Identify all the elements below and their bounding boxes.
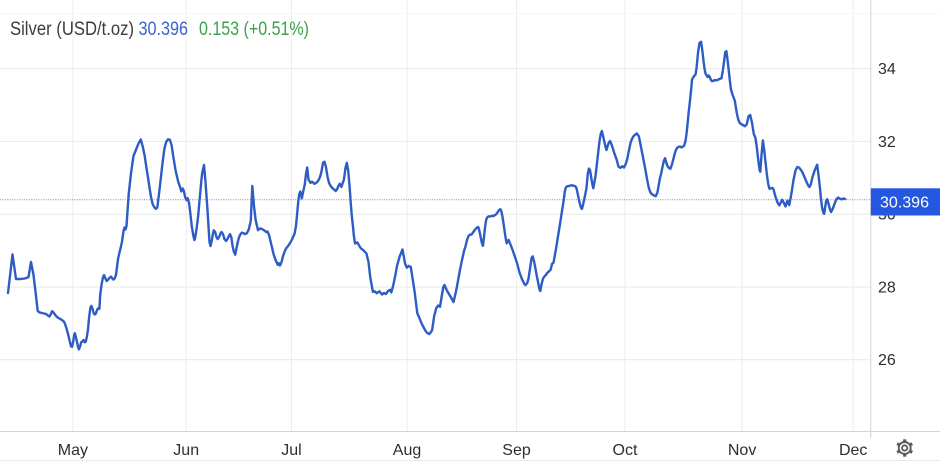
svg-text:34: 34: [878, 61, 896, 78]
svg-text:30.396: 30.396: [139, 19, 189, 40]
svg-text:28: 28: [878, 279, 896, 296]
svg-text:26: 26: [878, 352, 896, 369]
svg-text:0.153 (+0.51%): 0.153 (+0.51%): [199, 19, 309, 40]
svg-text:May: May: [58, 442, 88, 459]
svg-text:Jul: Jul: [281, 442, 301, 459]
svg-text:Nov: Nov: [728, 442, 756, 459]
svg-text:Jun: Jun: [173, 442, 199, 459]
svg-text:Dec: Dec: [839, 442, 867, 459]
svg-text:Silver (USD/t.oz): Silver (USD/t.oz): [10, 19, 134, 40]
svg-text:30.396: 30.396: [880, 195, 929, 212]
svg-text:32: 32: [878, 134, 896, 151]
svg-text:Aug: Aug: [393, 442, 421, 459]
svg-text:Oct: Oct: [613, 442, 638, 459]
svg-text:Sep: Sep: [502, 442, 531, 459]
